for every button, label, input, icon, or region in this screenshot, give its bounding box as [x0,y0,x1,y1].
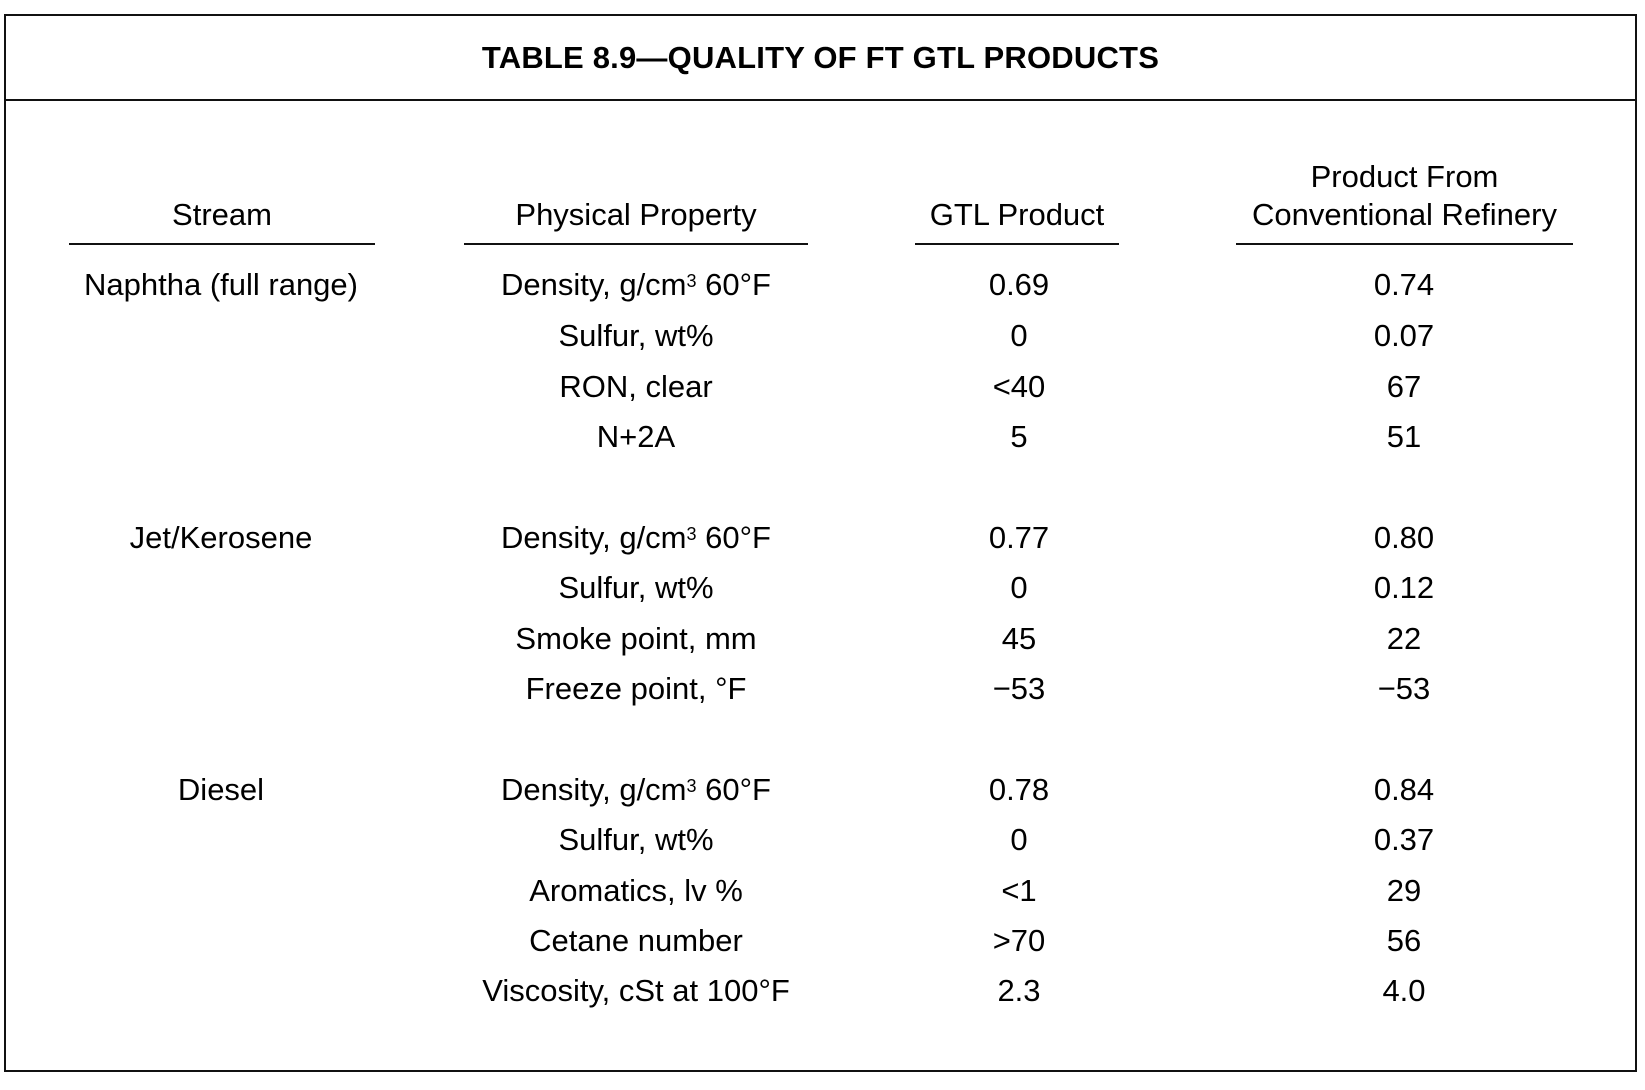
table-row-property: Sulfur, wt% [558,317,713,355]
table-cell-refinery-value: 67 [1386,369,1422,404]
table-cell-refinery-value: 22 [1386,621,1422,656]
table-cell-refinery-value: 51 [1386,419,1422,454]
column-header-gtl-product: GTL Product [915,196,1119,245]
header-underline [69,243,375,245]
property-suffix: 60°F [696,772,771,807]
stream-label: Jet/Kerosene [129,520,313,555]
table-cell-gtl-value: 0.77 [988,520,1050,555]
table-cell-gtl-value: 0 [1010,570,1028,605]
table-cell-refinery-value: 0.07 [1373,318,1435,353]
header-underline [1236,243,1573,245]
table-cell-refinery-value: 0.84 [1373,772,1435,807]
property-text: Sulfur, wt% [558,570,714,605]
property-text: Aromatics, lv % [529,873,743,908]
property-text: Sulfur, wt% [558,318,714,353]
table-row-property: Sulfur, wt% [558,821,713,859]
table-cell-refinery-value: 56 [1386,923,1422,958]
table-cell-gtl-value: >70 [992,923,1046,958]
property-superscript: 3 [686,271,697,291]
table-cell-gtl-value: 45 [1001,621,1037,656]
stream-label: Naphtha (full range) [84,267,358,302]
table-row-property: Density, g/cm3 60°F [501,266,771,304]
property-text: Sulfur, wt% [558,822,714,857]
table-row-property: N+2A [597,418,675,456]
table-cell-refinery-value: 0.74 [1373,267,1435,302]
table-title: TABLE 8.9—QUALITY OF FT GTL PRODUCTS [481,39,1160,75]
table-row-property: Freeze point, °F [526,670,747,708]
table-cell-gtl-value: 0 [1010,822,1028,857]
column-header-label: Stream [172,197,272,232]
property-text: Density, g/cm [501,520,687,555]
column-header-physical-property: Physical Property [464,196,808,245]
column-header-label-line1: Product From [1310,159,1499,194]
table-cell-gtl-value: <40 [992,369,1046,404]
property-suffix: 60°F [696,520,771,555]
header-underline [464,243,808,245]
table-cell-gtl-value: 0.78 [988,772,1050,807]
table-cell-refinery-value: 29 [1386,873,1422,908]
property-suffix: 60°F [696,267,771,302]
table-cell-gtl-value: 5 [1010,419,1028,454]
header-underline [915,243,1119,245]
table-cell-gtl-value: 0 [1010,318,1028,353]
property-text: Freeze point, °F [525,671,747,706]
table-row-property: Cetane number [529,922,743,960]
column-header-label: Physical Property [515,197,757,232]
table-row-property: Sulfur, wt% [558,569,713,607]
table-cell-gtl-value: <1 [1001,873,1037,908]
property-text: Density, g/cm [501,772,687,807]
table-cell-refinery-value: 0.37 [1373,822,1435,857]
property-text: RON, clear [559,369,713,404]
table-row-property: Density, g/cm3 60°F [501,771,771,809]
table-row-property: Viscosity, cSt at 100°F [482,972,790,1010]
column-header-label-line2: Conventional Refinery [1251,197,1557,232]
table-cell-gtl-value: 2.3 [997,973,1041,1008]
stream-label: Diesel [177,772,265,807]
property-text: N+2A [596,419,676,454]
table-cell-refinery-value: 4.0 [1382,973,1426,1008]
property-superscript: 3 [686,524,697,544]
column-header-conventional-refinery: Product From Conventional Refinery [1236,158,1573,245]
table-cell-refinery-value: 0.12 [1373,570,1435,605]
property-text: Smoke point, mm [515,621,757,656]
table-row-property: RON, clear [559,368,712,406]
table-row-property: Smoke point, mm [515,620,756,658]
table-title-bar: TABLE 8.9—QUALITY OF FT GTL PRODUCTS [6,16,1635,101]
property-text: Cetane number [529,923,743,958]
table-cell-refinery-value: −53 [1377,671,1431,706]
property-superscript: 3 [686,776,697,796]
table-cell-gtl-value: −53 [992,671,1046,706]
column-header-label: GTL Product [929,197,1105,232]
table-cell-gtl-value: 0.69 [988,267,1050,302]
table-row-property: Density, g/cm3 60°F [501,519,771,557]
table-cell-refinery-value: 0.80 [1373,520,1435,555]
table-row-property: Aromatics, lv % [529,872,743,910]
property-text: Density, g/cm [501,267,687,302]
table-frame: TABLE 8.9—QUALITY OF FT GTL PRODUCTS [4,14,1637,1072]
property-text: Viscosity, cSt at 100°F [482,973,790,1008]
column-header-stream: Stream [69,196,375,245]
